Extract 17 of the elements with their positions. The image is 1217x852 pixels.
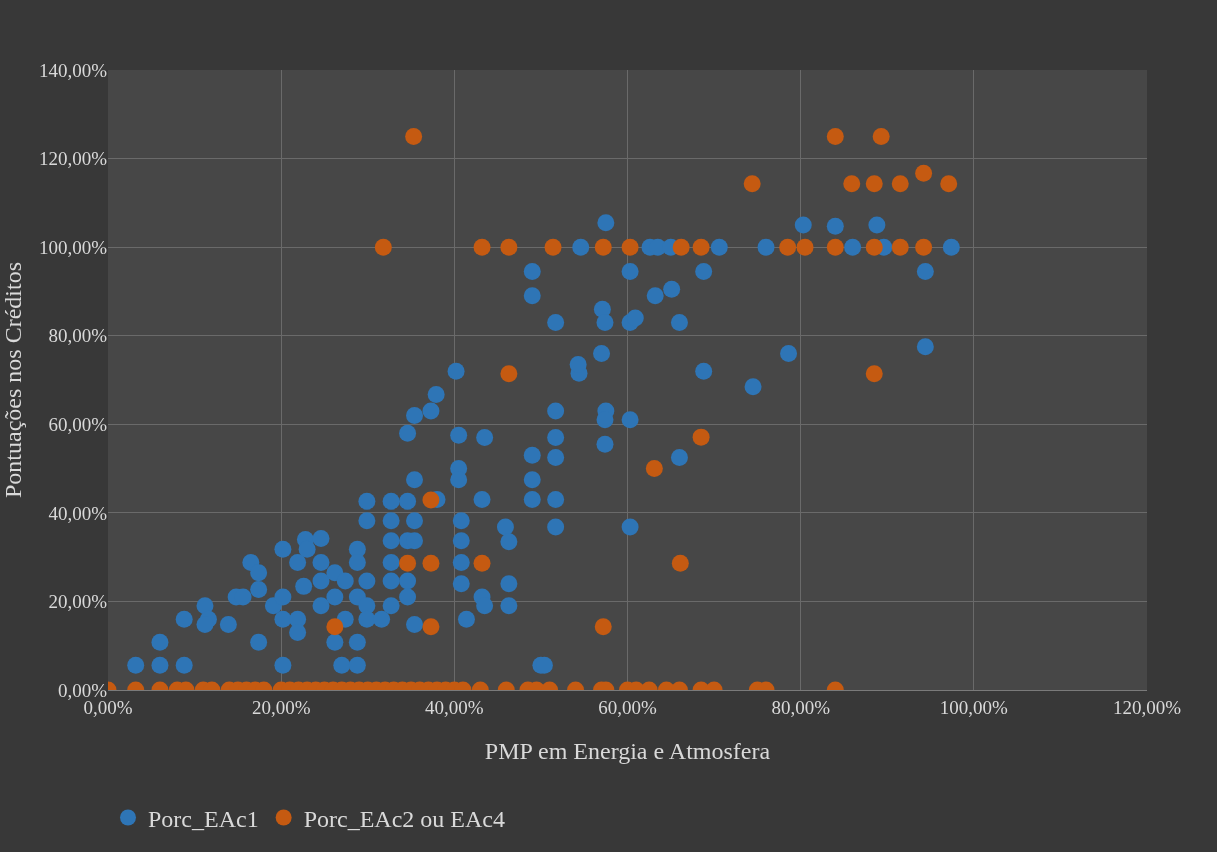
y-axis-title: Pontuações nos Créditos [0,262,27,498]
x-axis-title: PMP em Energia e Atmosfera [484,738,771,765]
y-tick-label: 120,00% [38,148,108,170]
y-tick-label: 60,00% [48,413,108,435]
x-tick-label: 20,00% [251,696,311,718]
y-tick-label: 100,00% [38,236,108,258]
y-tick-label: 20,00% [48,591,108,613]
x-tick-label: 60,00% [598,696,657,718]
legend-label: Porc_EAc1 [148,805,259,832]
legend-label: Porc_EAc2 ou EAc4 [303,805,505,832]
y-tick-label: 40,00% [48,502,108,524]
x-tick-label: 120,00% [1112,696,1182,718]
x-tick-label: 40,00% [425,696,484,718]
y-tick-label: 140,00% [38,59,108,81]
x-tick-label: 100,00% [939,696,1009,718]
y-tick-label: 80,00% [48,325,108,347]
x-tick-label: 80,00% [771,696,831,718]
